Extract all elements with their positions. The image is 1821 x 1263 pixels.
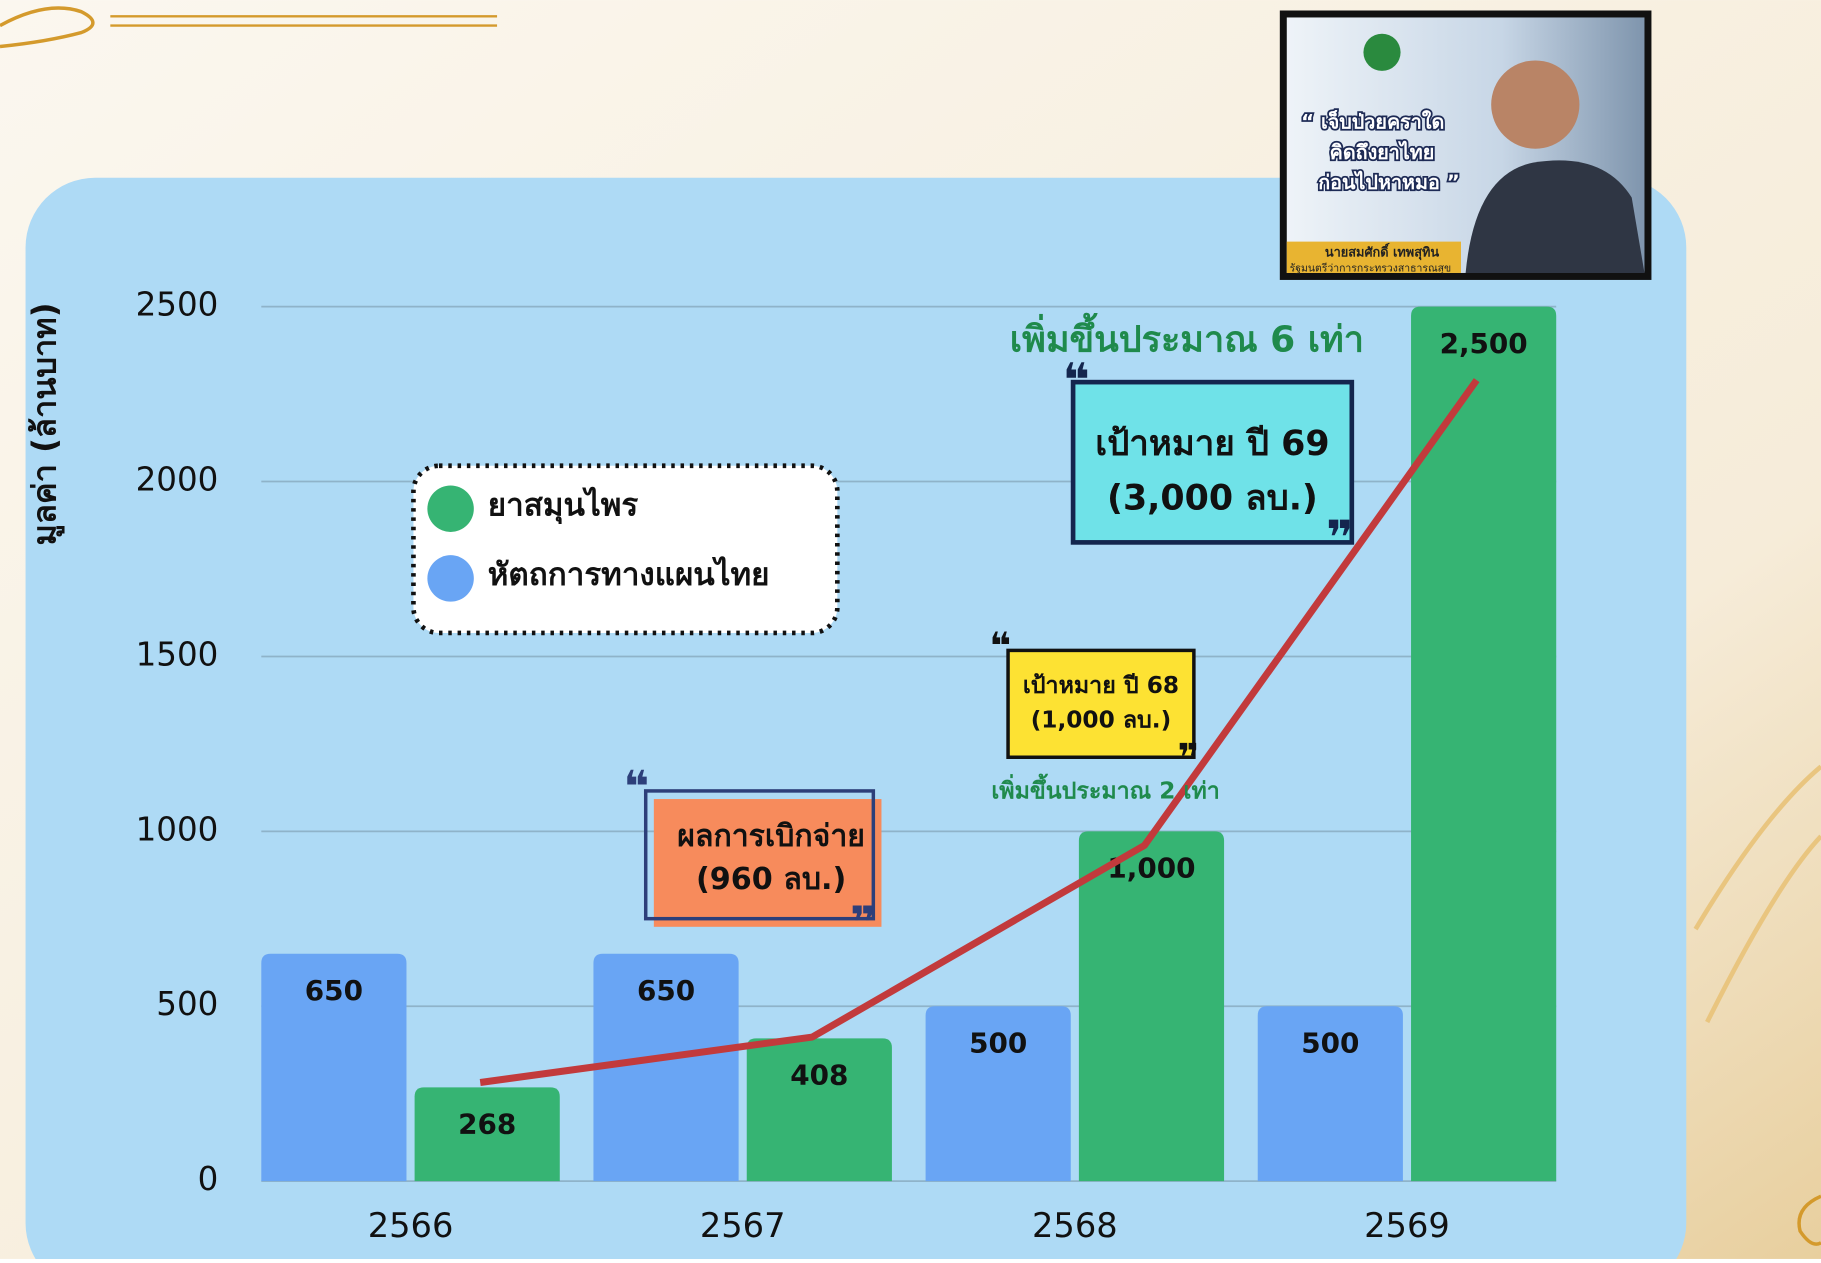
data-label: 500 [1301,1027,1359,1060]
legend-label: ยาสมุนไพร [488,486,639,524]
y-tick-label: 1000 [136,810,219,848]
annotation: ผลการเบิกจ่าย [677,819,865,854]
photo-logo [1363,34,1400,71]
y-tick-label: 500 [156,985,218,1023]
quote-mark: ❞ [850,898,876,949]
legend-label: หัตถการทางแผนไทย [488,556,770,593]
data-label: 650 [637,974,695,1007]
annotation: เพิ่มขึ้นประมาณ 2 เท่า [991,773,1219,805]
photo-caption: รัฐมนตรีว่าการกระทรวงสาธารณสุข [1290,261,1452,274]
callout-box [1008,650,1194,757]
data-label: 650 [305,974,363,1007]
y-tick-label: 2500 [136,286,219,324]
y-axis-label: มูลค่า (ล้านบาท) [25,302,65,545]
quote-mark: ❞ [1178,736,1200,779]
data-label: 500 [969,1027,1027,1060]
x-tick-label: 2566 [368,1206,454,1245]
page: มูลค่า (ล้านบาท) 0 500 1000 1500 2000 2500 256… [0,0,1821,1259]
photo-quote: ก่อนไปหาหมอ ” [1318,170,1460,194]
chart: มูลค่า (ล้านบาท) 0 500 1000 1500 2000 2500 256… [0,0,1821,1259]
quote-mark: ❞ [1326,511,1353,565]
data-label: 408 [790,1059,848,1092]
y-tick-label: 1500 [136,635,219,673]
photo: “ เจ็บป่วยคราใด คิดถึงยาไทย ก่อนไปหาหมอ … [1280,10,1652,279]
quote-mark: ❝ [1063,353,1090,407]
photo-quote: คิดถึงยาไทย [1330,140,1435,164]
annotation: (1,000 ลบ.) [1031,707,1172,734]
y-tick-label: 2000 [136,461,219,499]
photo-quote: “ เจ็บป่วยคราใด [1301,110,1444,134]
data-label: 268 [458,1108,516,1141]
annotation: (960 ลบ.) [696,862,846,897]
y-tick-label: 0 [198,1160,219,1198]
photo-caption: นายสมศักดิ์ เทพสุทิน [1325,243,1440,261]
photo-figure [1491,60,1579,148]
annotation: (3,000 ลบ.) [1107,478,1318,518]
data-label: 2,500 [1440,327,1528,360]
annotation: เป้าหมาย ปี 68 [1023,672,1179,699]
quote-mark: ❝ [624,762,650,813]
legend-swatch [427,555,473,601]
legend: ยาสมุนไพร หัตถการทางแผนไทย [413,466,837,633]
x-tick-label: 2567 [700,1206,786,1245]
x-tick-label: 2569 [1364,1206,1450,1245]
annotation: เป้าหมาย ปี 69 [1095,424,1329,464]
x-tick-label: 2568 [1032,1206,1118,1245]
legend-swatch [427,485,473,531]
quote-mark: ❝ [989,625,1011,668]
